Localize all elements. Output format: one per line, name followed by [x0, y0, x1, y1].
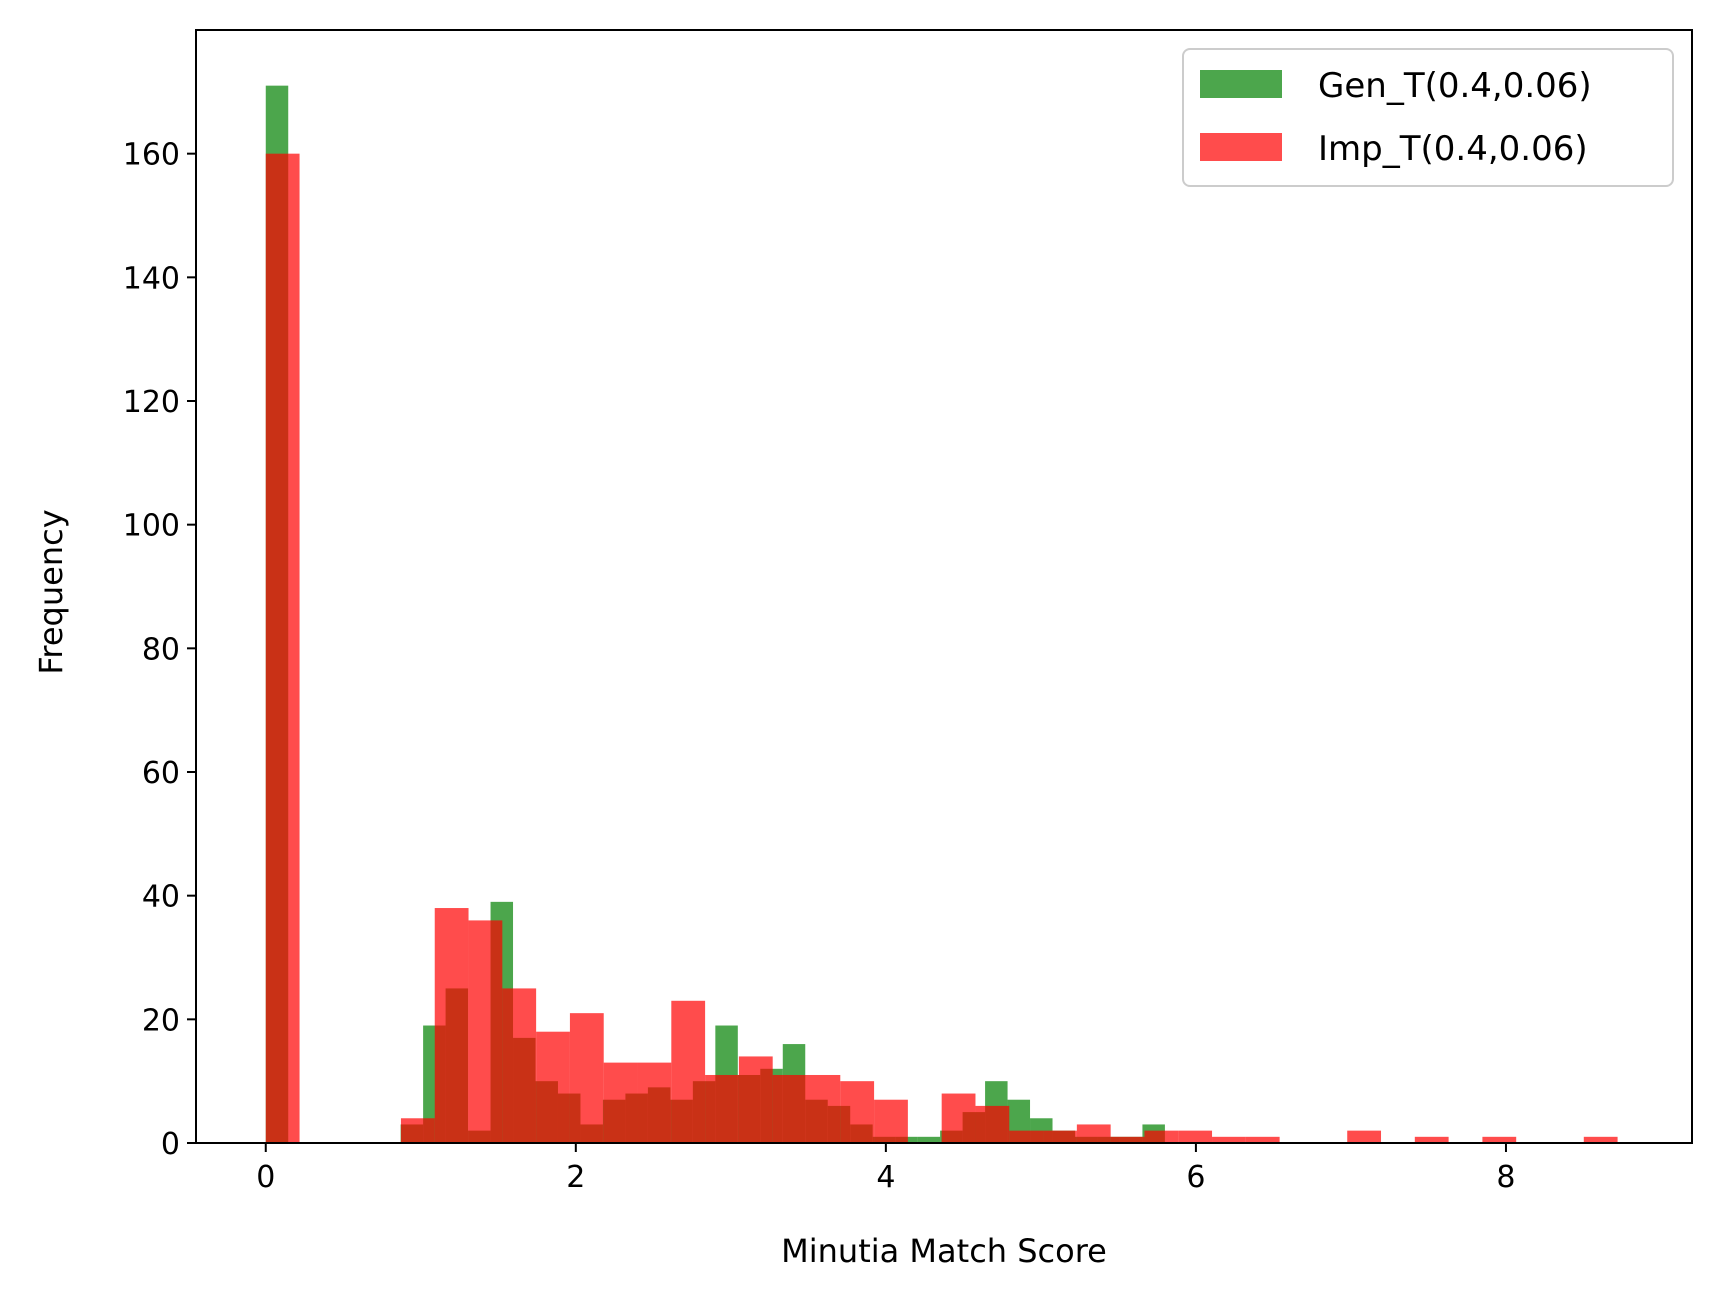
legend-label-imp: Imp_T(0.4,0.06): [1318, 129, 1588, 169]
bar-imp: [772, 1074, 807, 1143]
bar-imp: [705, 1074, 739, 1143]
y-axis-title: Frequency: [32, 509, 70, 674]
y-tick-label: 140: [123, 261, 180, 296]
x-tick-label: 0: [256, 1160, 275, 1195]
bar-imp: [806, 1074, 841, 1143]
legend-swatch-gen: [1200, 70, 1282, 98]
bar-imp: [1043, 1130, 1077, 1143]
bar-imp: [1245, 1136, 1280, 1143]
bar-imp: [840, 1081, 875, 1143]
bar-imp: [1482, 1136, 1517, 1143]
bar-imp: [671, 1000, 706, 1143]
bar-imp: [1178, 1130, 1213, 1143]
x-tick-label: 8: [1496, 1160, 1515, 1195]
x-tick-label: 6: [1186, 1160, 1205, 1195]
bar-imp: [941, 1093, 976, 1143]
legend-swatch-imp: [1200, 133, 1282, 161]
bar-imp: [1009, 1130, 1044, 1143]
bar-imp: [502, 988, 537, 1143]
y-axis-ticks: 0 20 40 60 80 100 120 140 160: [123, 138, 196, 1162]
x-axis-ticks: 0 2 4 6 8: [256, 1143, 1516, 1195]
y-tick-label: 40: [142, 880, 180, 915]
y-tick-label: 80: [142, 632, 180, 667]
y-tick-label: 160: [123, 138, 180, 173]
bar-gen: [917, 1136, 941, 1143]
bar-imp: [1347, 1130, 1382, 1143]
legend-frame: [1182, 48, 1674, 187]
bar-imp: [265, 153, 300, 1143]
bar-imp: [1144, 1130, 1179, 1143]
x-tick-label: 4: [876, 1160, 895, 1195]
plot-area-frame: [195, 29, 1693, 1144]
legend-label-gen: Gen_T(0.4,0.06): [1318, 66, 1592, 106]
bar-imp: [603, 1062, 638, 1143]
bar-imp: [738, 1056, 773, 1143]
bar-imp: [1414, 1136, 1449, 1143]
y-tick-label: 120: [123, 385, 180, 420]
bars-layer: [265, 85, 1618, 1143]
bar-imp: [1583, 1136, 1618, 1143]
bar-imp: [637, 1062, 672, 1143]
bar-imp: [1076, 1124, 1111, 1143]
y-tick-label: 60: [142, 756, 180, 791]
bar-imp: [536, 1031, 570, 1143]
y-tick-label: 100: [123, 509, 180, 544]
bar-imp: [1110, 1136, 1145, 1143]
bar-imp: [400, 1118, 435, 1143]
bar-imp: [434, 908, 469, 1143]
x-axis-title: Minutia Match Score: [781, 1232, 1107, 1270]
y-tick-label: 0: [161, 1127, 180, 1162]
bar-imp: [975, 1105, 1010, 1143]
y-tick-label: 20: [142, 1003, 180, 1038]
legend: Gen_T(0.4,0.06) Imp_T(0.4,0.06): [1182, 48, 1674, 187]
bar-imp: [874, 1099, 908, 1143]
bar-imp: [468, 920, 503, 1143]
x-tick-label: 2: [566, 1160, 585, 1195]
bar-imp: [569, 1013, 604, 1143]
bar-imp: [1212, 1136, 1246, 1143]
